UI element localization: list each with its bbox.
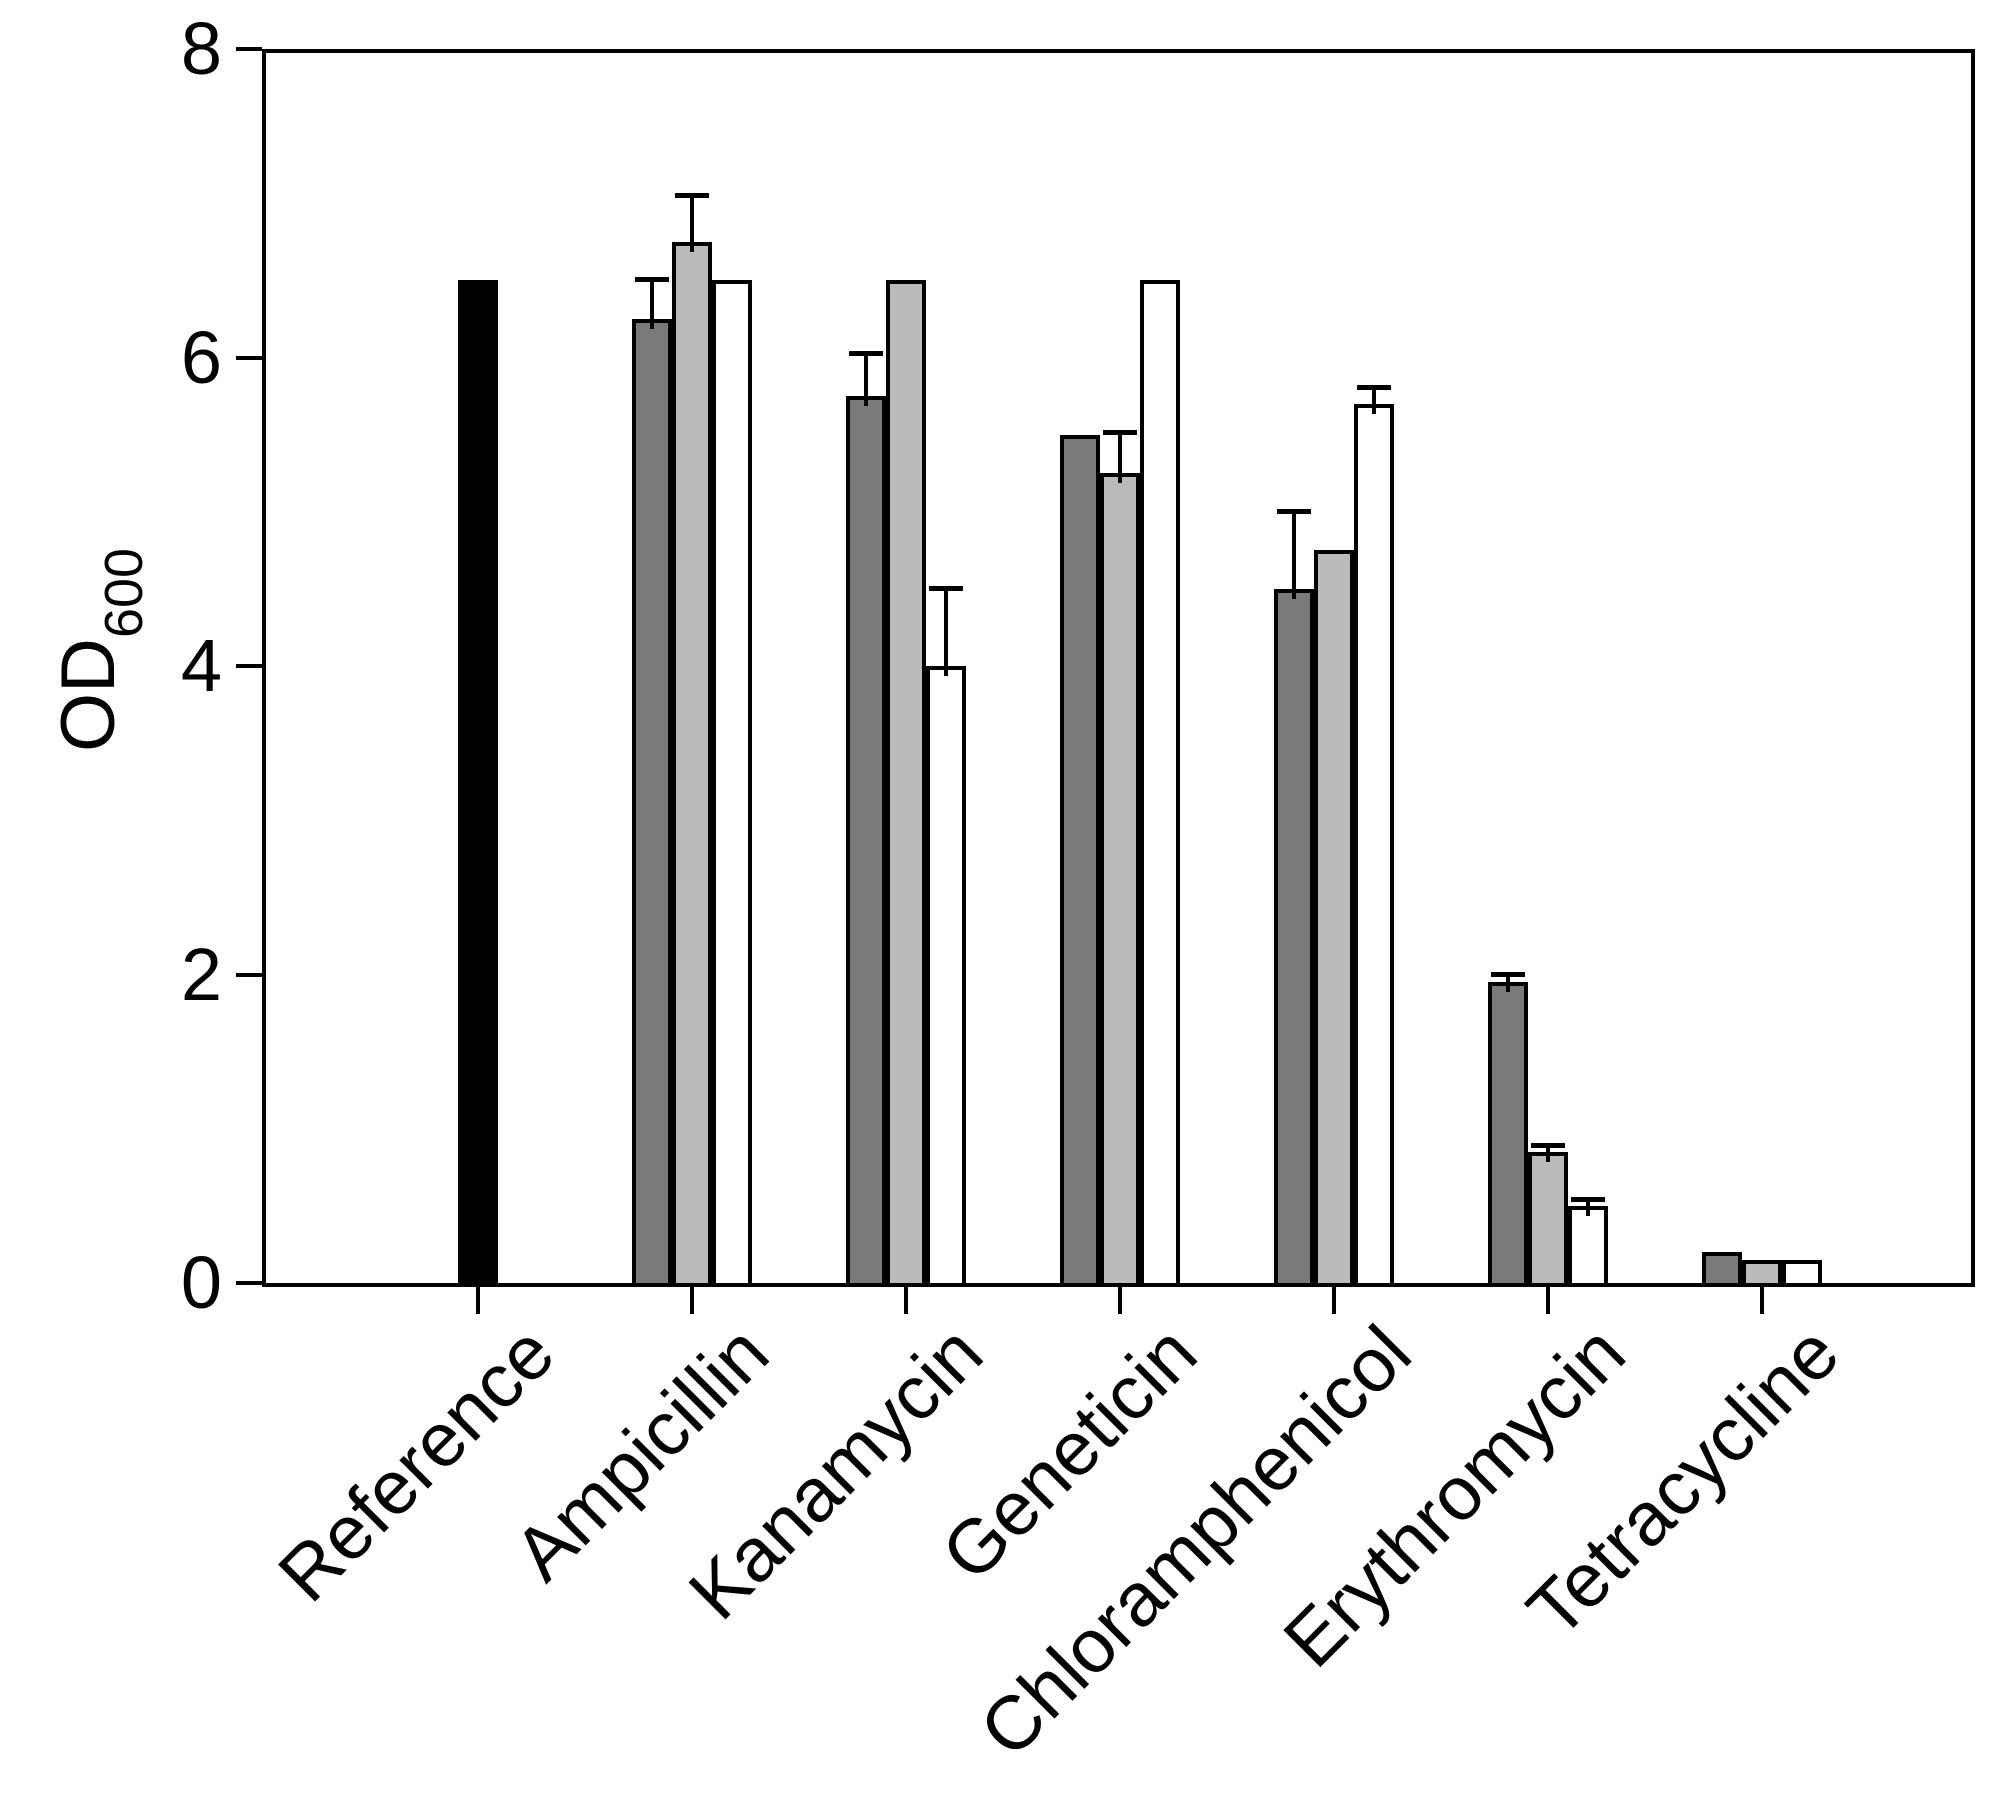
- x-tick-geneticin: [1118, 1286, 1122, 1314]
- y-tick-2: [236, 972, 262, 977]
- error-bar-whisker-erythromycin-white: [1586, 1199, 1590, 1216]
- x-tick-tetracycline: [1760, 1286, 1764, 1314]
- y-tick-label-0: 0: [180, 1241, 222, 1324]
- bar-reference-black: [458, 280, 498, 1287]
- bar-tetracycline-darkgray: [1702, 1252, 1742, 1287]
- x-tick-ampicillin: [690, 1286, 694, 1314]
- x-tick-kanamycin: [904, 1286, 908, 1314]
- error-bar-whisker-chloramphenicol-darkgray: [1292, 511, 1296, 599]
- error-bar-cap-erythromycin-lightgray: [1531, 1142, 1565, 1148]
- bar-ampicillin-white: [712, 280, 752, 1287]
- y-tick-4: [236, 664, 262, 668]
- error-bar-whisker-ampicillin-lightgray: [690, 195, 694, 252]
- error-bar-cap-erythromycin-white: [1571, 1196, 1605, 1202]
- x-category-label-reference: Reference: [262, 1309, 571, 1618]
- error-bar-whisker-geneticin-lightgray: [1118, 433, 1122, 484]
- error-bar-whisker-chloramphenicol-white: [1372, 388, 1376, 414]
- y-axis-label-subscript: 600: [94, 547, 155, 639]
- error-bar-whisker-erythromycin-lightgray: [1546, 1145, 1550, 1162]
- bar-kanamycin-darkgray: [846, 396, 886, 1287]
- bar-geneticin-white: [1140, 280, 1180, 1287]
- error-bar-whisker-erythromycin-darkgray: [1506, 974, 1510, 993]
- error-bar-cap-ampicillin-darkgray: [635, 277, 669, 283]
- error-bar-whisker-kanamycin-darkgray: [864, 354, 868, 407]
- bar-ampicillin-darkgray: [632, 318, 672, 1287]
- x-tick-chloramphenicol: [1332, 1286, 1336, 1314]
- bar-tetracycline-lightgray: [1742, 1259, 1782, 1287]
- bar-kanamycin-white: [926, 666, 966, 1287]
- bar-erythromycin-lightgray: [1528, 1151, 1568, 1287]
- y-tick-label-8: 8: [180, 7, 222, 90]
- bar-kanamycin-lightgray: [886, 280, 926, 1287]
- error-bar-cap-ampicillin-lightgray: [675, 192, 709, 198]
- x-tick-erythromycin: [1546, 1286, 1550, 1314]
- bar-geneticin-darkgray: [1060, 434, 1100, 1287]
- error-bar-cap-chloramphenicol-darkgray: [1277, 508, 1311, 514]
- y-tick-label-4: 4: [180, 624, 222, 707]
- y-tick-label-2: 2: [180, 932, 222, 1016]
- bar-erythromycin-darkgray: [1488, 982, 1528, 1287]
- y-tick-0: [236, 1281, 262, 1285]
- y-tick-label-6: 6: [180, 315, 222, 399]
- bar-ampicillin-lightgray: [672, 241, 712, 1287]
- error-bar-cap-kanamycin-white: [929, 585, 963, 591]
- bar-erythromycin-white: [1568, 1205, 1608, 1287]
- bar-chloramphenicol-darkgray: [1274, 588, 1314, 1287]
- y-tick-6: [236, 355, 262, 360]
- error-bar-cap-kanamycin-darkgray: [849, 351, 883, 357]
- bar-chloramphenicol-lightgray: [1314, 550, 1354, 1287]
- bar-chloramphenicol-white: [1354, 403, 1394, 1287]
- error-bar-cap-geneticin-lightgray: [1103, 430, 1137, 436]
- error-bar-cap-chloramphenicol-white: [1357, 385, 1391, 391]
- bar-tetracycline-white: [1782, 1259, 1822, 1287]
- y-tick-8: [236, 47, 262, 51]
- error-bar-cap-erythromycin-darkgray: [1491, 971, 1525, 977]
- error-bar-whisker-kanamycin-white: [944, 588, 948, 676]
- error-bar-whisker-ampicillin-darkgray: [650, 280, 654, 329]
- bar-geneticin-lightgray: [1100, 473, 1140, 1287]
- x-tick-reference: [476, 1286, 480, 1314]
